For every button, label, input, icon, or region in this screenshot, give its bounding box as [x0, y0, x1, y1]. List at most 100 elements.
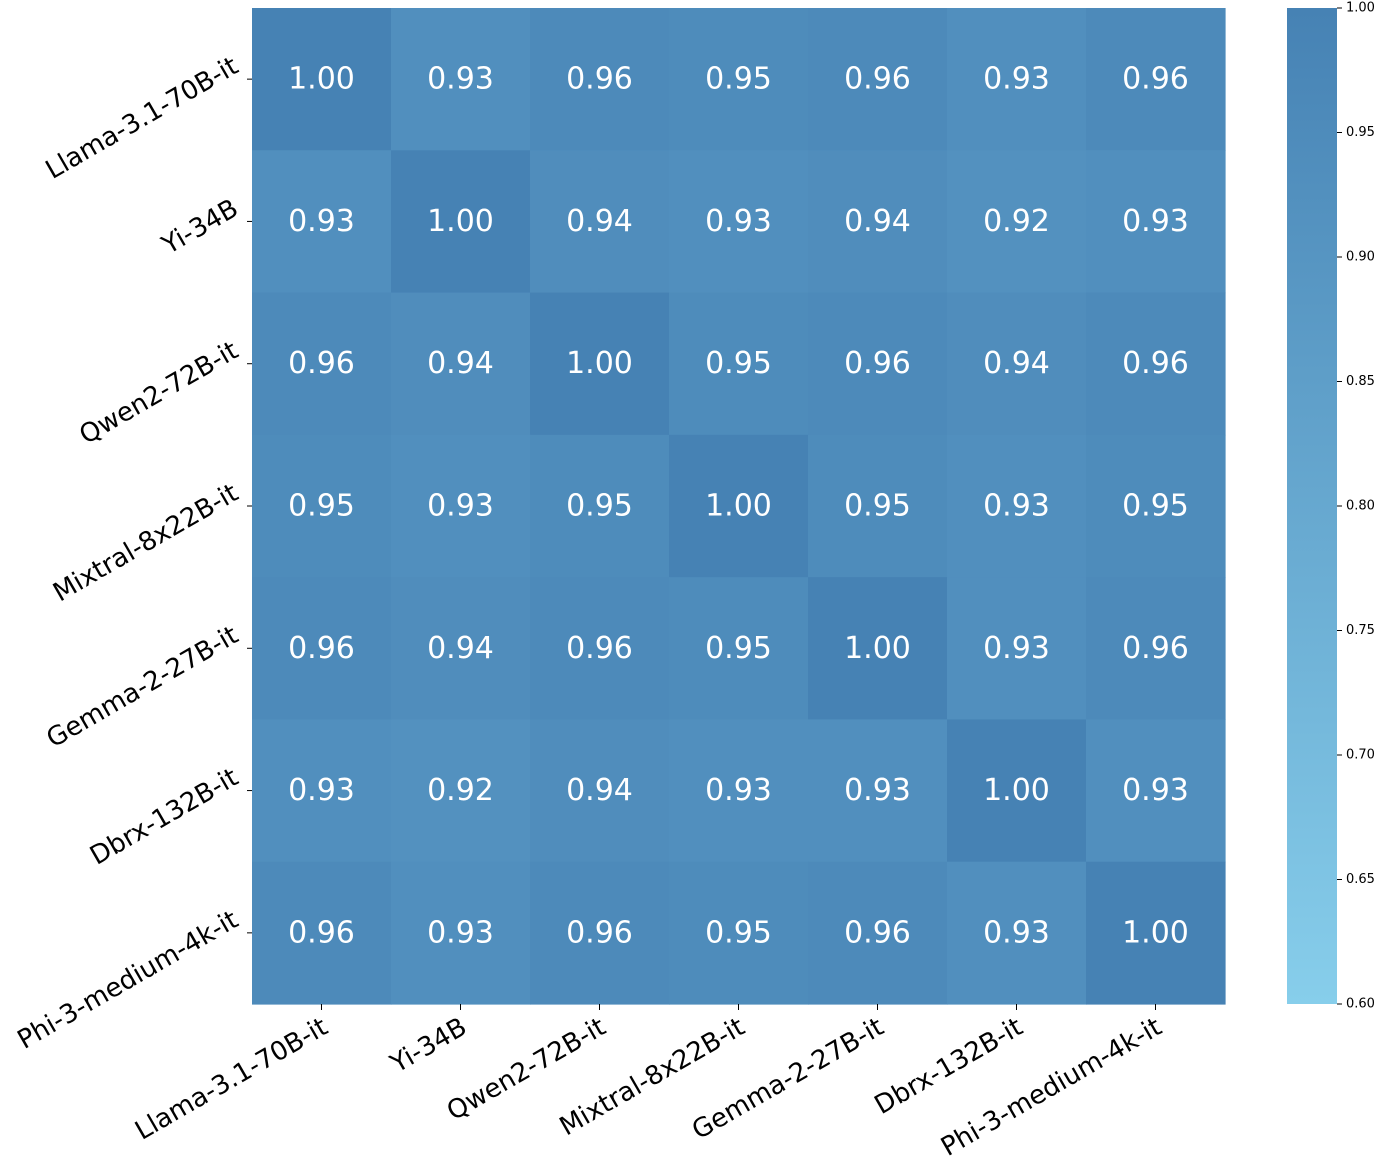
y-tick-label-llama-3-1-70b-it: Llama-3.1-70B-it [41, 51, 244, 185]
colorbar-tick-label-0-85: 0.85 [1346, 374, 1375, 389]
heatmap-cell-3-4 [808, 434, 948, 578]
heatmap-cell-6-2 [530, 861, 670, 1005]
cell-value-label-6-6: 1.00 [1122, 915, 1189, 950]
cell-value-label-0-6: 0.96 [1122, 62, 1189, 97]
cell-value-label-5-2: 0.94 [566, 773, 633, 808]
cell-value-label-2-6: 0.96 [1122, 346, 1189, 381]
heatmap-cell-0-6 [1086, 8, 1226, 151]
cell-value-label-4-2: 0.96 [566, 631, 633, 666]
heatmap-cell-4-3 [669, 577, 809, 721]
heatmap-cell-1-5 [947, 150, 1087, 294]
cell-value-label-2-4: 0.96 [844, 346, 911, 381]
colorbar-tick-label-0-60: 0.60 [1346, 997, 1375, 1012]
cell-value-label-6-0: 0.96 [288, 915, 355, 950]
cell-value-label-1-5: 0.92 [983, 204, 1050, 239]
heatmap-cell-5-4 [808, 719, 948, 863]
x-tick-label-llama-3-1-70b-it: Llama-3.1-70B-it [130, 1012, 333, 1146]
cell-value-label-3-1: 0.93 [427, 489, 494, 524]
y-tick-label-gemma-2-27b-it: Gemma-2-27B-it [42, 620, 244, 754]
cell-value-label-6-4: 0.96 [844, 915, 911, 950]
heatmap-cell-6-1 [391, 861, 531, 1005]
heatmap-cell-1-2 [530, 150, 670, 294]
cell-value-label-1-1: 1.00 [427, 204, 494, 239]
cell-value-label-3-2: 0.95 [566, 489, 633, 524]
heatmap-cell-0-2 [530, 8, 670, 151]
y-tick-label-qwen2-72b-it: Qwen2-72B-it [74, 336, 243, 451]
heatmap-cell-4-1 [391, 577, 531, 721]
heatmap-cell-5-5 [947, 719, 1087, 863]
heatmap-cell-4-4 [808, 577, 948, 721]
cell-value-label-1-2: 0.94 [566, 204, 633, 239]
cell-value-label-0-1: 0.93 [427, 62, 494, 97]
y-tick-label-phi-3-medium-4k-it: Phi-3-medium-4k-it [13, 905, 244, 1056]
colorbar-tick-label-1-00: 1.00 [1346, 1, 1375, 16]
x-tick-label-yi-34b: Yi-34B [385, 1012, 472, 1080]
cell-value-label-5-1: 0.92 [427, 773, 494, 808]
colorbar-tick-label-0-70: 0.70 [1346, 748, 1375, 763]
cell-value-label-1-6: 0.93 [1122, 204, 1189, 239]
colorbar-tick-label-0-80: 0.80 [1346, 499, 1375, 514]
cell-value-label-2-5: 0.94 [983, 346, 1050, 381]
heatmap-cell-3-2 [530, 434, 670, 578]
colorbar-gradient [1287, 8, 1337, 1004]
cell-value-label-4-0: 0.96 [288, 631, 355, 666]
heatmap-cell-3-1 [391, 434, 531, 578]
y-tick-label-dbrx-132b-it: Dbrx-132B-it [85, 763, 243, 872]
colorbar-tick-label-0-75: 0.75 [1346, 623, 1375, 638]
cell-value-label-0-3: 0.95 [705, 62, 772, 97]
y-tick-label-yi-34b: Yi-34B [156, 194, 243, 262]
y-axis: Llama-3.1-70B-it Yi-34B Qwen2-72B-it Mixtra… [13, 51, 252, 1056]
heatmap-cell-5-1 [391, 719, 531, 863]
heatmap-cell-5-2 [530, 719, 670, 863]
cell-value-label-5-6: 0.93 [1122, 773, 1189, 808]
x-tick-label-phi-3-medium-4k-it: Phi-3-medium-4k-it [936, 1012, 1167, 1163]
heatmap-cell-6-3 [669, 861, 809, 1005]
cell-value-label-1-0: 0.93 [288, 204, 355, 239]
x-axis: Llama-3.1-70B-it Yi-34BQwen2-72B-itMixtra… [130, 1004, 1167, 1163]
cell-value-label-2-2: 1.00 [566, 346, 633, 381]
heatmap-cell-2-6 [1086, 292, 1226, 436]
heatmap-cell-2-2 [530, 292, 670, 436]
heatmap-cell-3-0 [252, 434, 392, 578]
heatmap-cell-4-0 [252, 577, 392, 721]
heatmap-cell-6-6 [1086, 861, 1226, 1005]
heatmap-cell-5-0 [252, 719, 392, 863]
heatmap-cell-3-6 [1086, 434, 1226, 578]
heatmap-cell-2-3 [669, 292, 809, 436]
heatmap-cell-0-1 [391, 8, 531, 151]
heatmap-cell-2-0 [252, 292, 392, 436]
cell-value-label-0-2: 0.96 [566, 62, 633, 97]
cell-value-label-0-4: 0.96 [844, 62, 911, 97]
heatmap-cell-5-3 [669, 719, 809, 863]
cell-value-label-0-0: 1.00 [288, 62, 355, 97]
cell-value-label-2-0: 0.96 [288, 346, 355, 381]
cell-value-label-4-1: 0.94 [427, 631, 494, 666]
cell-value-label-3-0: 0.95 [288, 489, 355, 524]
heatmap-cell-4-6 [1086, 577, 1226, 721]
heatmap-cell-6-5 [947, 861, 1087, 1005]
heatmap-cells [252, 8, 1226, 1005]
cell-value-label-5-0: 0.93 [288, 773, 355, 808]
heatmap-cell-0-3 [669, 8, 809, 151]
cell-value-label-2-1: 0.94 [427, 346, 494, 381]
cell-value-label-5-5: 1.00 [983, 773, 1050, 808]
heatmap-cell-0-0 [252, 8, 392, 151]
heatmap-cell-1-6 [1086, 150, 1226, 294]
heatmap-cell-labels: 1.00 0.93 0.96 0.95 0.96 0.93 0.96 0.93 1.00 0.94… [288, 62, 1189, 951]
cell-value-label-6-2: 0.96 [566, 915, 633, 950]
cell-value-label-6-5: 0.93 [983, 915, 1050, 950]
cell-value-label-5-3: 0.93 [705, 773, 772, 808]
heatmap-cell-3-5 [947, 434, 1087, 578]
heatmap-cell-4-5 [947, 577, 1087, 721]
heatmap-cell-0-5 [947, 8, 1087, 151]
cell-value-label-3-5: 0.93 [983, 489, 1050, 524]
colorbar-tick-label-0-90: 0.90 [1346, 250, 1375, 265]
heatmap-cell-3-3 [669, 434, 809, 578]
cell-value-label-4-4: 1.00 [844, 631, 911, 666]
heatmap-cell-1-3 [669, 150, 809, 294]
heatmap-cell-2-5 [947, 292, 1087, 436]
cell-value-label-4-5: 0.93 [983, 631, 1050, 666]
heatmap-cell-5-6 [1086, 719, 1226, 863]
heatmap-cell-0-4 [808, 8, 948, 151]
